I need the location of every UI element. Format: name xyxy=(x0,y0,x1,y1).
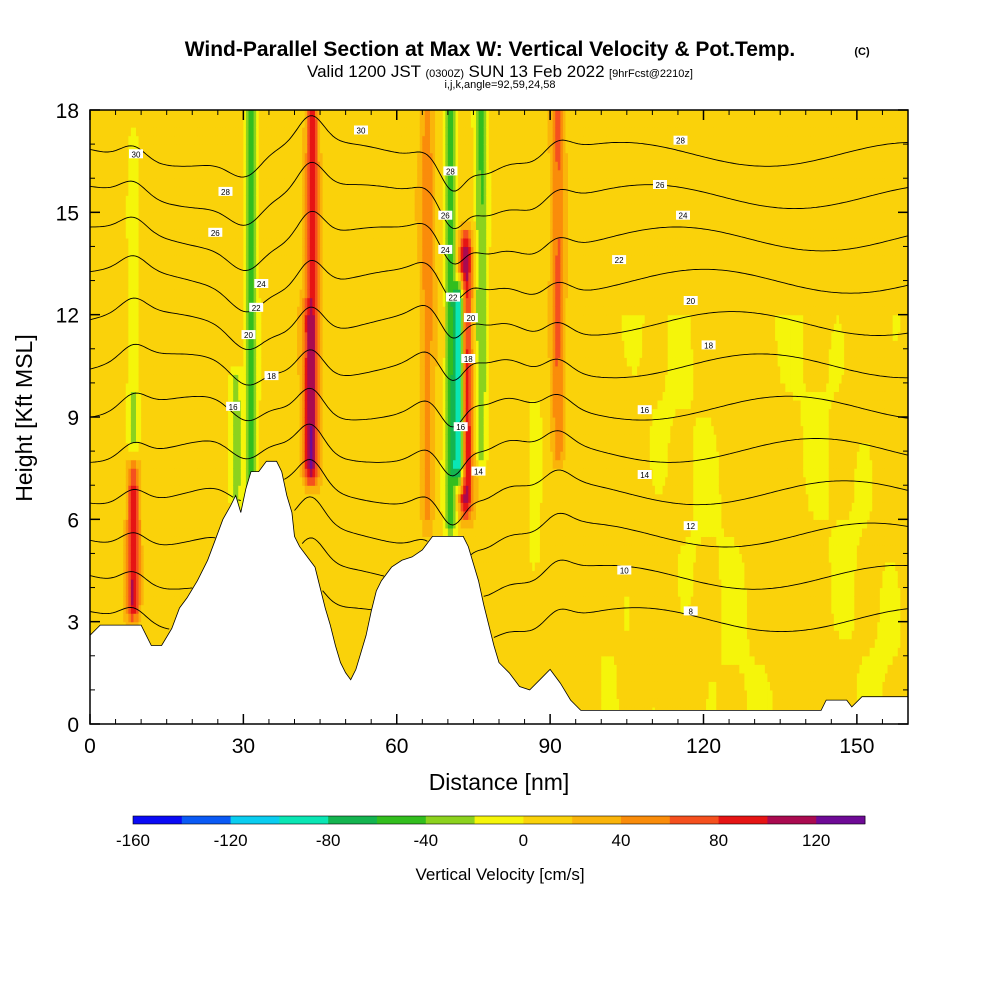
chart-title-tag: (C) xyxy=(854,46,870,58)
plot-area: 3030282828262626242424222222202020181818… xyxy=(90,110,909,725)
chart-subtitle-indices: i,j,k,angle=92,59,24,58 xyxy=(444,79,555,91)
chart-figure: Wind-Parallel Section at Max W: Vertical… xyxy=(0,0,1000,1000)
chart-title: Wind-Parallel Section at Max W: Vertical… xyxy=(185,38,796,61)
subtitle-valid: Valid 1200 JST xyxy=(307,62,421,81)
subtitle-forecast: [9hrFcst@2210z] xyxy=(609,68,693,80)
